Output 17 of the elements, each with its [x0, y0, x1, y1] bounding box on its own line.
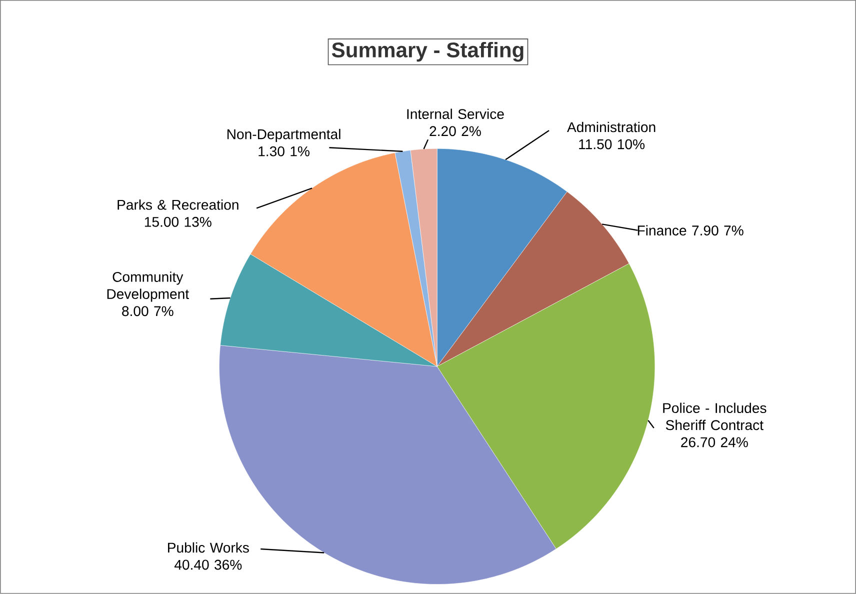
slice-label: Police - Includes Sheriff Contract [663, 402, 766, 430]
slice-label: Non-Departmental [227, 128, 340, 142]
data-label: 11.50 10% [579, 139, 645, 150]
chart-title: Summary - Staffing [332, 42, 524, 62]
data-label: 40.40 36% [174, 560, 242, 570]
data-label: 15.00 13% [144, 217, 212, 227]
slice-label: Internal Service [407, 108, 504, 120]
data-label: 2.20 2% [430, 126, 481, 136]
slice-label: Finance [638, 225, 686, 236]
slice-label: Community Development [107, 272, 189, 302]
data-label: 1.30 1% [258, 146, 310, 156]
data-label: 8.00 7% [122, 306, 174, 316]
data-label: 26.70 24% [681, 437, 748, 448]
data-label: 7.90 7% [692, 226, 744, 236]
slice-label: Public Works [168, 542, 249, 553]
slice-label: Parks & Recreation [118, 200, 238, 210]
slice-label: Administration [567, 122, 656, 132]
